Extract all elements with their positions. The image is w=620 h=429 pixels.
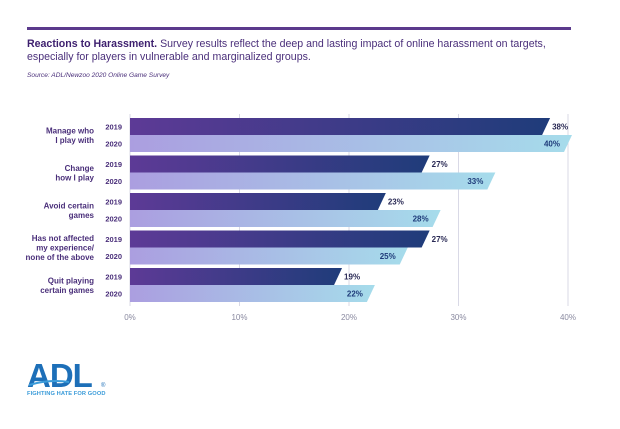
x-tick-label: 30% <box>450 313 466 322</box>
bar-2019 <box>130 118 551 135</box>
data-label: 38% <box>552 123 568 132</box>
category-label: Has not affected my experience/none of th… <box>26 234 95 262</box>
bar-2020 <box>130 172 496 190</box>
bar-2020 <box>130 210 441 227</box>
series-year-label: 2020 <box>105 140 122 149</box>
category-label: Quit playing certain games <box>40 276 94 295</box>
logo-wordmark: ADL <box>27 357 93 394</box>
heading-rest: Survey results reflect the deep and last… <box>27 38 546 63</box>
registered-icon: ® <box>101 383 106 389</box>
adl-logo: ADL ® FIGHTING HATE FOR GOOD <box>27 357 137 404</box>
chart-heading: Reactions to Harassment. Survey results … <box>27 38 587 64</box>
data-label: 27% <box>432 160 448 169</box>
series-year-label: 2019 <box>105 123 122 132</box>
bar-2019 <box>130 193 386 210</box>
bar-2019 <box>130 268 343 285</box>
bar-2020 <box>130 285 375 302</box>
top-rule <box>27 27 571 30</box>
category-label: Change how I play <box>55 164 94 183</box>
category-label: Avoid certain games <box>44 201 95 220</box>
category-label: Manage who I play with <box>46 126 94 145</box>
logo-swoosh-icon <box>29 380 69 386</box>
data-label: 33% <box>467 177 483 186</box>
bar-2019 <box>130 155 430 173</box>
data-label: 28% <box>413 215 429 224</box>
x-tick-label: 40% <box>560 313 576 322</box>
series-year-label: 2019 <box>105 273 122 282</box>
source-note: Source: ADL/Newzoo 2020 Online Game Surv… <box>27 72 170 79</box>
series-year-label: 2019 <box>105 235 122 244</box>
bar-2019 <box>130 230 430 248</box>
series-year-label: 2019 <box>105 160 122 169</box>
bar-2020 <box>130 247 408 265</box>
series-year-label: 2020 <box>105 215 122 224</box>
bar-2020 <box>130 135 572 152</box>
series-year-label: 2020 <box>105 177 122 186</box>
x-tick-label: 20% <box>341 313 357 322</box>
data-label: 27% <box>432 235 448 244</box>
data-label: 22% <box>347 290 363 299</box>
series-year-label: 2020 <box>105 290 122 299</box>
data-label: 40% <box>544 140 560 149</box>
data-label: 25% <box>380 252 396 261</box>
data-label: 19% <box>344 273 360 282</box>
data-label: 23% <box>388 198 404 207</box>
heading-bold: Reactions to Harassment. <box>27 38 158 50</box>
series-year-label: 2020 <box>105 252 122 261</box>
x-tick-label: 0% <box>124 313 136 322</box>
series-year-label: 2019 <box>105 198 122 207</box>
logo-tagline: FIGHTING HATE FOR GOOD <box>27 391 106 397</box>
x-tick-label: 10% <box>231 313 247 322</box>
